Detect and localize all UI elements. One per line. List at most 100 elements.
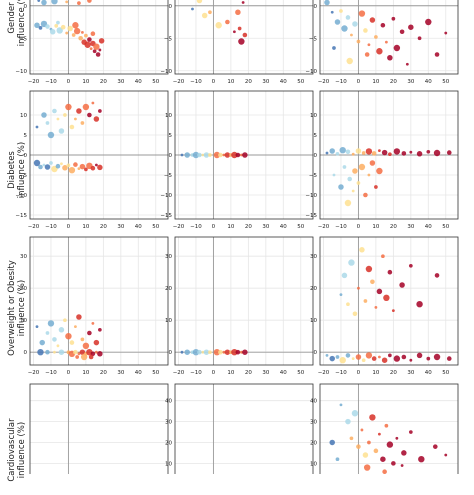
y-tick-label: −15	[160, 213, 172, 219]
y-tick-label: 0	[314, 4, 318, 10]
data-point	[225, 19, 230, 25]
data-point	[371, 356, 377, 361]
data-point	[213, 151, 221, 159]
x-tick-label: 0	[212, 370, 216, 376]
x-tick-label: 30	[407, 79, 414, 85]
data-point	[426, 149, 431, 154]
data-point	[56, 27, 63, 34]
y-tick-label: 40	[310, 399, 317, 405]
data-point	[35, 125, 39, 129]
data-point	[87, 112, 92, 118]
data-point	[345, 149, 351, 155]
data-point	[80, 121, 85, 125]
x-tick-label: −20	[28, 370, 40, 376]
x-tick-label: 30	[407, 224, 414, 230]
data-point	[213, 349, 221, 356]
data-point	[97, 351, 103, 357]
x-tick-label: 10	[227, 79, 234, 85]
data-point	[329, 148, 335, 154]
data-point	[380, 456, 386, 462]
x-tick-label: 0	[67, 370, 71, 376]
data-point	[218, 152, 223, 158]
data-point	[369, 17, 376, 23]
data-point	[203, 349, 210, 355]
data-point	[365, 265, 373, 273]
data-point	[208, 10, 212, 15]
x-tick-label: 30	[262, 224, 269, 230]
x-tick-label: −10	[190, 370, 202, 376]
x-tick-label: 20	[245, 370, 252, 376]
x-tick-label: −20	[173, 370, 185, 376]
data-point	[367, 173, 371, 177]
data-point	[60, 24, 66, 30]
x-tick-label: 30	[407, 370, 414, 376]
y-tick-label: −5	[19, 173, 28, 179]
data-point	[355, 148, 362, 154]
data-point	[444, 31, 448, 35]
data-point	[41, 0, 47, 6]
data-point	[346, 302, 350, 307]
y-tick-label: 20	[165, 440, 172, 446]
data-point	[374, 306, 378, 309]
panel-frame	[174, 236, 314, 366]
data-point	[351, 189, 355, 193]
data-point	[91, 322, 95, 325]
data-point	[377, 149, 381, 153]
y-tick-label: 0	[314, 350, 318, 356]
data-point	[242, 152, 248, 158]
data-point	[241, 1, 245, 4]
data-point	[56, 344, 60, 348]
data-point	[351, 410, 359, 417]
data-point	[350, 33, 353, 37]
data-point	[363, 464, 371, 471]
data-point	[434, 273, 440, 278]
data-point	[44, 164, 51, 170]
y-tick-label: 20	[165, 286, 172, 292]
panel-frame	[319, 90, 459, 220]
data-point	[345, 418, 351, 425]
data-point	[215, 22, 222, 29]
y-tick-label: 0	[169, 153, 173, 159]
x-tick-label: 50	[297, 370, 304, 376]
data-point	[197, 152, 202, 158]
data-point	[232, 30, 236, 34]
data-point	[45, 349, 50, 355]
data-point	[196, 0, 203, 4]
y-tick-label: −10	[305, 193, 317, 199]
data-point	[374, 185, 378, 189]
data-point	[329, 355, 335, 362]
data-point	[45, 121, 50, 125]
data-point	[231, 349, 238, 356]
data-point	[58, 128, 65, 134]
x-tick-label: 30	[117, 224, 124, 230]
x-tick-label: 10	[82, 370, 89, 376]
x-tick-label: −10	[335, 79, 347, 85]
data-point	[339, 147, 346, 154]
y-tick-label: −5	[309, 173, 318, 179]
data-point	[352, 168, 358, 174]
x-tick-label: 30	[117, 370, 124, 376]
data-point	[87, 0, 92, 3]
data-point	[433, 353, 441, 361]
data-point	[218, 349, 223, 355]
data-point	[358, 163, 366, 171]
y-tick-label: 0	[24, 350, 28, 356]
data-point	[88, 354, 94, 360]
x-tick-label: 20	[390, 370, 397, 376]
x-tick-label: 50	[442, 370, 449, 376]
data-point	[408, 24, 414, 30]
data-point	[73, 162, 78, 167]
data-point	[84, 33, 88, 38]
data-point	[393, 148, 401, 155]
y-tick-label: 10	[20, 113, 27, 119]
data-point	[201, 12, 208, 19]
data-point	[416, 151, 423, 157]
data-point	[60, 162, 63, 166]
data-point	[47, 131, 55, 139]
panel-r0-c1: −20 −10 0 10 20 30 40 500−5−10	[160, 0, 314, 85]
y-tick-label: 20	[20, 286, 27, 292]
data-point	[370, 279, 375, 285]
data-point	[363, 299, 368, 303]
data-point	[386, 441, 394, 448]
